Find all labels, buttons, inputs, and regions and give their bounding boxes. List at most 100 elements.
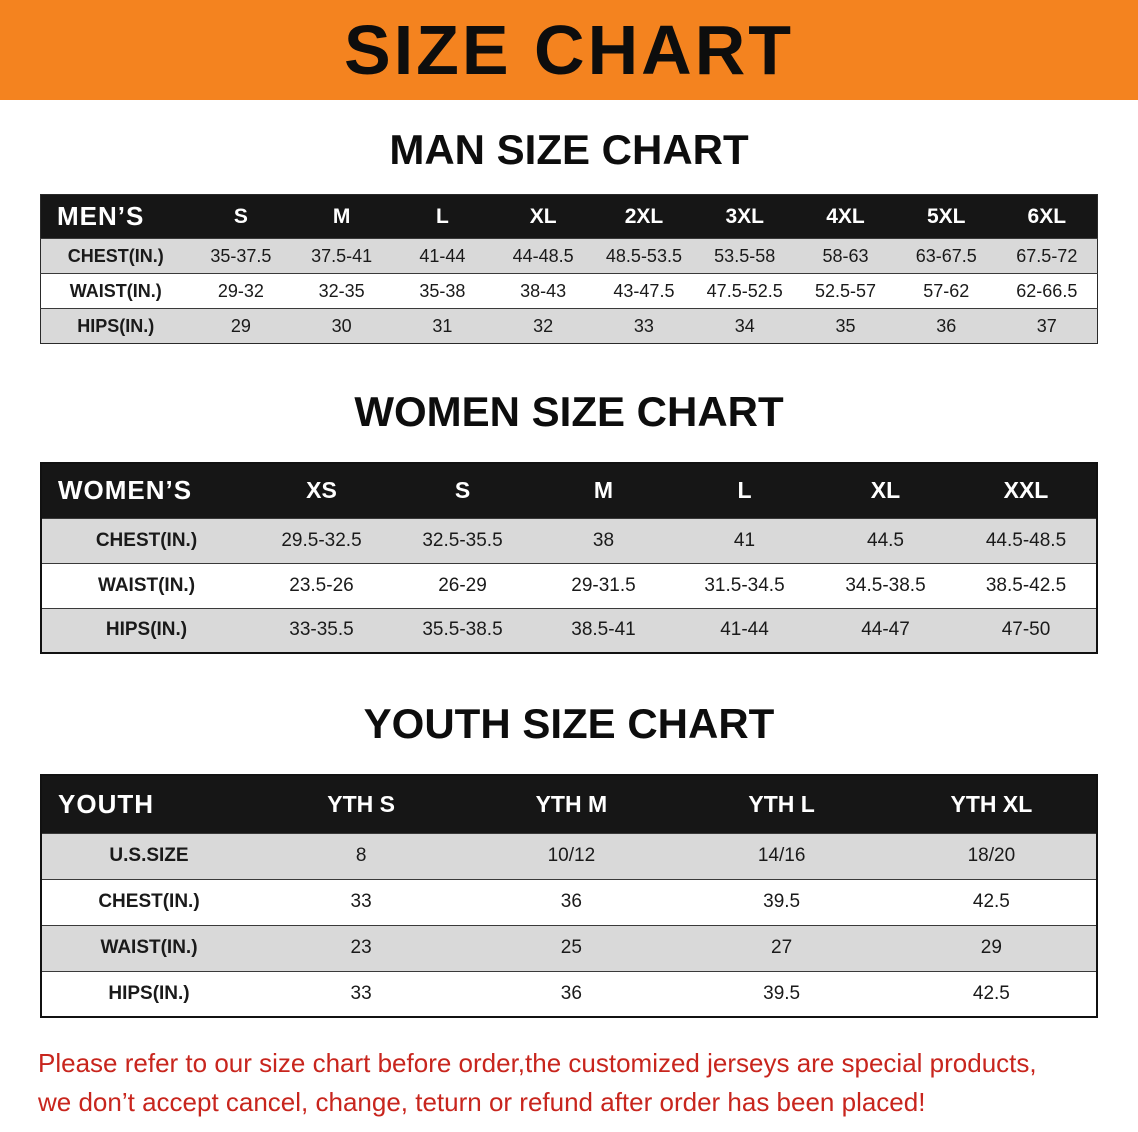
row-label: WAIST(IN.): [97, 574, 196, 596]
value-cell: 31: [432, 315, 453, 336]
value-cell: 36: [560, 982, 582, 1004]
row-label: CHEST(IN.): [95, 529, 198, 551]
man-size-chart-heading: MAN SIZE CHART: [389, 126, 749, 173]
mens-size-table: MEN’S S M L XL 2XL 3XL 4XL 5XL 6XL CHEST(IN.) 35-37…: [40, 194, 1098, 344]
row-label: WAIST(IN.): [69, 280, 162, 301]
size-header-cell: YTH L: [676, 775, 887, 833]
value-cell: 33: [350, 891, 372, 912]
value-cell: 62-66.5: [1016, 280, 1078, 301]
value-cell: 29-31.5: [571, 574, 636, 596]
value-cell: 37: [1036, 315, 1057, 336]
table-row: HIPS(IN.) 29 30 31 32 33 34 35 36 37: [40, 308, 1098, 344]
size-header-cell: 2XL: [593, 194, 695, 239]
women-size-chart-heading: WOMEN SIZE CHART: [354, 388, 784, 435]
value-cell: 42.5: [972, 891, 1010, 912]
table-header-row: WOMEN’S XS S M L XL XXL: [41, 463, 1097, 518]
table-row: CHEST(IN.) 35-37.5 37.5-41 41-44 44-48.5 48.5…: [40, 238, 1098, 274]
value-cell: 48.5-53.5: [605, 245, 682, 266]
womens-size-table: WOMEN’S XS S M L XL XXL CHEST(IN.) 29.5-32.5 32.5…: [40, 462, 1098, 654]
table-header-row: MEN’S S M L XL 2XL 3XL 4XL 5XL 6XL: [40, 194, 1098, 239]
value-cell: 25: [560, 937, 582, 958]
value-cell: 44-48.5: [512, 245, 574, 266]
value-cell: 10/12: [547, 845, 596, 866]
value-cell: 30: [331, 315, 352, 336]
size-header-cell: S: [190, 194, 292, 239]
banner: SIZE CHART: [0, 0, 1138, 100]
value-cell: 33: [350, 982, 372, 1004]
value-cell: 36: [560, 891, 582, 912]
table-title-cell: WOMEN’S: [41, 463, 251, 518]
value-cell: 35-37.5: [210, 245, 272, 266]
table-row: U.S.SIZE 8 10/12 14/16 18/20: [41, 833, 1097, 879]
size-header-cell: 4XL: [795, 194, 896, 239]
value-cell: 38.5-42.5: [985, 574, 1067, 596]
value-cell: 34: [734, 315, 755, 336]
row-label: HIPS(IN.): [105, 619, 188, 641]
value-cell: 38: [592, 529, 615, 551]
value-cell: 32: [533, 315, 554, 336]
value-cell: 58-63: [822, 245, 869, 266]
value-cell: 27: [771, 937, 793, 958]
row-label: HIPS(IN.): [77, 315, 155, 336]
table-row: WAIST(IN.) 29-32 32-35 35-38 38-43 43-47.5 47.…: [40, 273, 1098, 309]
value-cell: 29: [230, 315, 251, 336]
table-row: WAIST(IN.) 23 25 27 29: [41, 925, 1097, 971]
table-header-row: YOUTH YTH S YTH M YTH L YTH XL: [41, 775, 1097, 833]
size-header-cell: YTH XL: [886, 775, 1097, 833]
value-cell: 44-47: [861, 619, 910, 641]
value-cell: 44.5-48.5: [985, 529, 1067, 551]
value-cell: 18/20: [967, 845, 1016, 866]
table-row: HIPS(IN.) 33-35.5 35.5-38.5 38.5-41 41-44 44-…: [41, 608, 1097, 653]
value-cell: 47-50: [1001, 619, 1051, 641]
value-cell: 32.5-35.5: [422, 529, 503, 551]
value-cell: 63-67.5: [915, 245, 977, 266]
value-cell: 39.5: [763, 982, 801, 1004]
value-cell: 41: [733, 529, 756, 551]
table-title-cell: YOUTH: [41, 775, 256, 833]
value-cell: 41-44: [720, 619, 769, 641]
size-header-cell: XL: [492, 194, 594, 239]
size-header-cell: L: [674, 463, 815, 518]
youth-size-table: YOUTH YTH S YTH M YTH L YTH XL U.S.SIZE 8 10/12…: [40, 774, 1098, 1018]
size-header-cell: YTH M: [466, 775, 677, 833]
size-header-cell: 3XL: [694, 194, 796, 239]
value-cell: 29: [980, 937, 1002, 958]
value-cell: 35.5-38.5: [422, 619, 503, 641]
size-header-cell: XS: [251, 463, 392, 518]
value-cell: 29-32: [217, 280, 264, 301]
size-header-cell: L: [392, 194, 493, 239]
disclaimer-line-1: Please refer to our size chart before or…: [38, 1048, 1037, 1078]
row-label: CHEST(IN.): [98, 891, 200, 912]
value-cell: 57-62: [923, 280, 970, 301]
value-cell: 14/16: [757, 845, 806, 866]
value-cell: 8: [355, 845, 367, 866]
disclaimer-line-2: we don’t accept cancel, change, teturn o…: [38, 1087, 926, 1117]
value-cell: 38-43: [520, 280, 567, 301]
value-cell: 53.5-58: [714, 245, 776, 266]
size-header-cell: YTH S: [256, 775, 467, 833]
page-title: SIZE CHART: [344, 11, 794, 89]
man-size-chart-section: MAN SIZE CHART MEN’S S M L XL 2XL 3XL 4XL 5XL 6XL…: [0, 126, 1138, 344]
value-cell: 39.5: [763, 891, 801, 912]
value-cell: 33: [633, 315, 654, 336]
row-label: U.S.SIZE: [109, 845, 189, 866]
value-cell: 38.5-41: [571, 619, 636, 641]
value-cell: 26-29: [438, 574, 487, 596]
value-cell: 52.5-57: [814, 280, 876, 301]
value-cell: 33-35.5: [289, 619, 354, 641]
value-cell: 31.5-34.5: [704, 574, 785, 596]
value-cell: 35: [835, 315, 856, 336]
size-header-cell: M: [533, 463, 674, 518]
table-row: HIPS(IN.) 33 36 39.5 42.5: [41, 971, 1097, 1017]
value-cell: 23: [350, 937, 372, 958]
row-label: WAIST(IN.): [100, 937, 198, 958]
value-cell: 41-44: [419, 245, 466, 266]
table-row: WAIST(IN.) 23.5-26 26-29 29-31.5 31.5-34.5 34…: [41, 563, 1097, 608]
value-cell: 35-38: [419, 280, 466, 301]
table-row: CHEST(IN.) 29.5-32.5 32.5-35.5 38 41 44.5 44.5…: [41, 518, 1097, 563]
size-header-cell: XL: [815, 463, 956, 518]
value-cell: 67.5-72: [1016, 245, 1078, 266]
disclaimer-note: Please refer to our size chart before or…: [38, 1044, 1108, 1122]
size-header-cell: XXL: [956, 463, 1097, 518]
